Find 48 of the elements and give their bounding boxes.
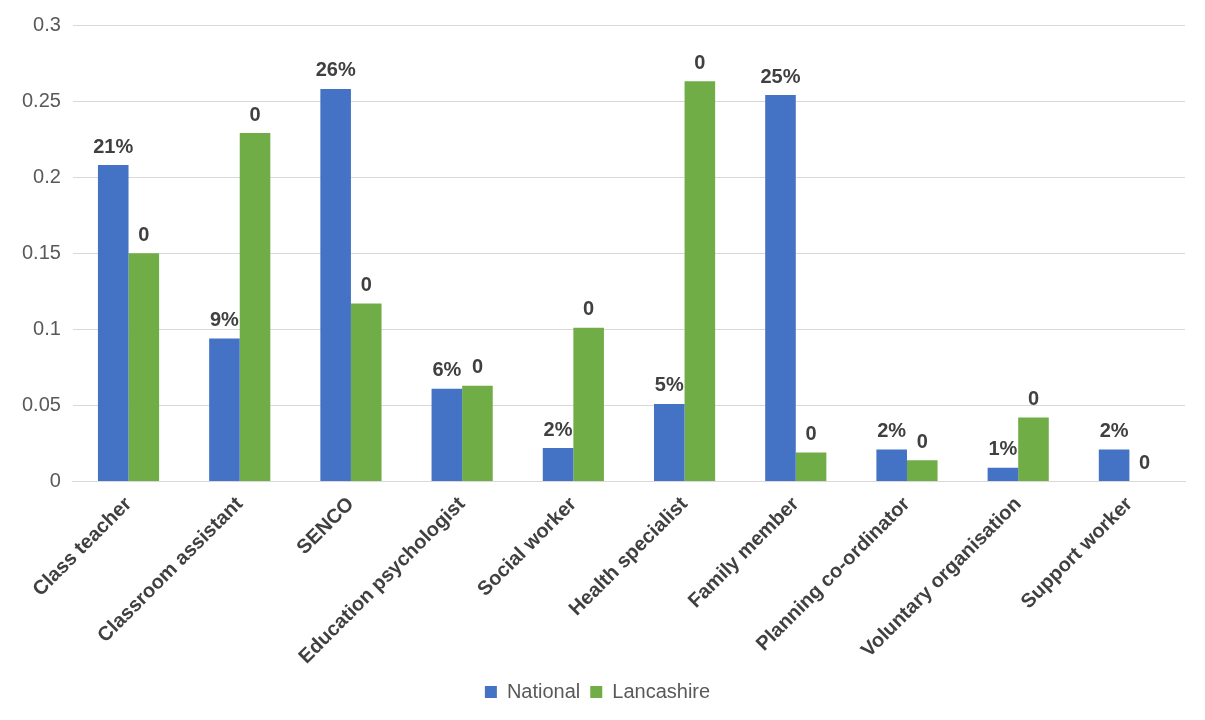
bar <box>239 133 271 482</box>
data-label: 21% <box>93 134 134 157</box>
y-tick-label: 0.15 <box>21 240 61 263</box>
y-tick-label: 0 <box>49 469 61 492</box>
bar <box>795 452 827 482</box>
y-tick-label: 0.2 <box>33 164 61 187</box>
legend-label: Lancashire <box>612 679 711 702</box>
data-label: 0 <box>138 222 150 245</box>
bar <box>128 253 160 482</box>
y-tick-label: 0.25 <box>21 88 61 111</box>
data-label: 0 <box>694 50 706 73</box>
data-label: 0 <box>916 429 928 452</box>
data-label: 6% <box>432 358 462 381</box>
bar <box>542 448 574 482</box>
data-label: 0 <box>1027 387 1040 410</box>
data-label: 1% <box>988 437 1018 460</box>
data-label: 5% <box>654 373 684 396</box>
data-label: 0 <box>360 272 372 295</box>
data-label: 25% <box>760 64 801 87</box>
bar <box>209 338 240 482</box>
data-label: 26% <box>315 58 356 81</box>
bar <box>573 327 604 482</box>
data-label: 0 <box>1139 451 1151 474</box>
bar <box>765 95 796 482</box>
bar <box>462 385 493 482</box>
data-label: 0 <box>583 297 595 320</box>
bar <box>1018 417 1049 482</box>
bar <box>97 165 129 482</box>
legend-label: National <box>506 679 581 702</box>
data-label: 0 <box>471 355 484 378</box>
y-tick-label: 0.3 <box>33 12 61 35</box>
y-tick-label: 0.05 <box>21 392 61 415</box>
bar <box>320 88 351 482</box>
data-label: 2% <box>877 419 907 442</box>
bar <box>653 403 685 482</box>
bar <box>431 388 463 482</box>
bar <box>876 449 907 482</box>
data-label: 2% <box>1099 419 1129 442</box>
data-label: 0 <box>805 422 817 445</box>
bar <box>1098 449 1130 482</box>
data-label: 0 <box>249 102 261 125</box>
bar <box>350 303 382 482</box>
y-tick-label: 0.1 <box>33 316 61 339</box>
data-label: 2% <box>543 417 573 440</box>
bar <box>987 467 1019 482</box>
bar <box>906 460 938 482</box>
data-label: 9% <box>209 307 240 330</box>
bar <box>684 81 716 482</box>
